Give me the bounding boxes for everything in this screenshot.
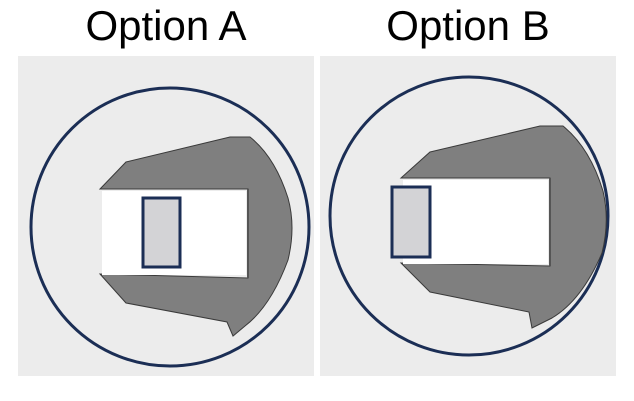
boundary-circle	[29, 86, 311, 368]
option-b-diagram	[328, 75, 610, 357]
option-a-panel[interactable]	[18, 56, 314, 376]
option-b-panel[interactable]	[320, 56, 616, 376]
inserted-object	[390, 185, 432, 259]
hook-arrow-icon	[481, 208, 496, 224]
plus-icon	[182, 219, 198, 235]
option-b-title: Option B	[386, 2, 550, 49]
holder-body	[399, 125, 607, 329]
holder-body	[98, 136, 293, 337]
option-a-diagram	[29, 86, 311, 368]
option-a-title: Option A	[85, 2, 247, 49]
inserted-object	[141, 196, 182, 269]
boundary-circle	[328, 75, 610, 357]
